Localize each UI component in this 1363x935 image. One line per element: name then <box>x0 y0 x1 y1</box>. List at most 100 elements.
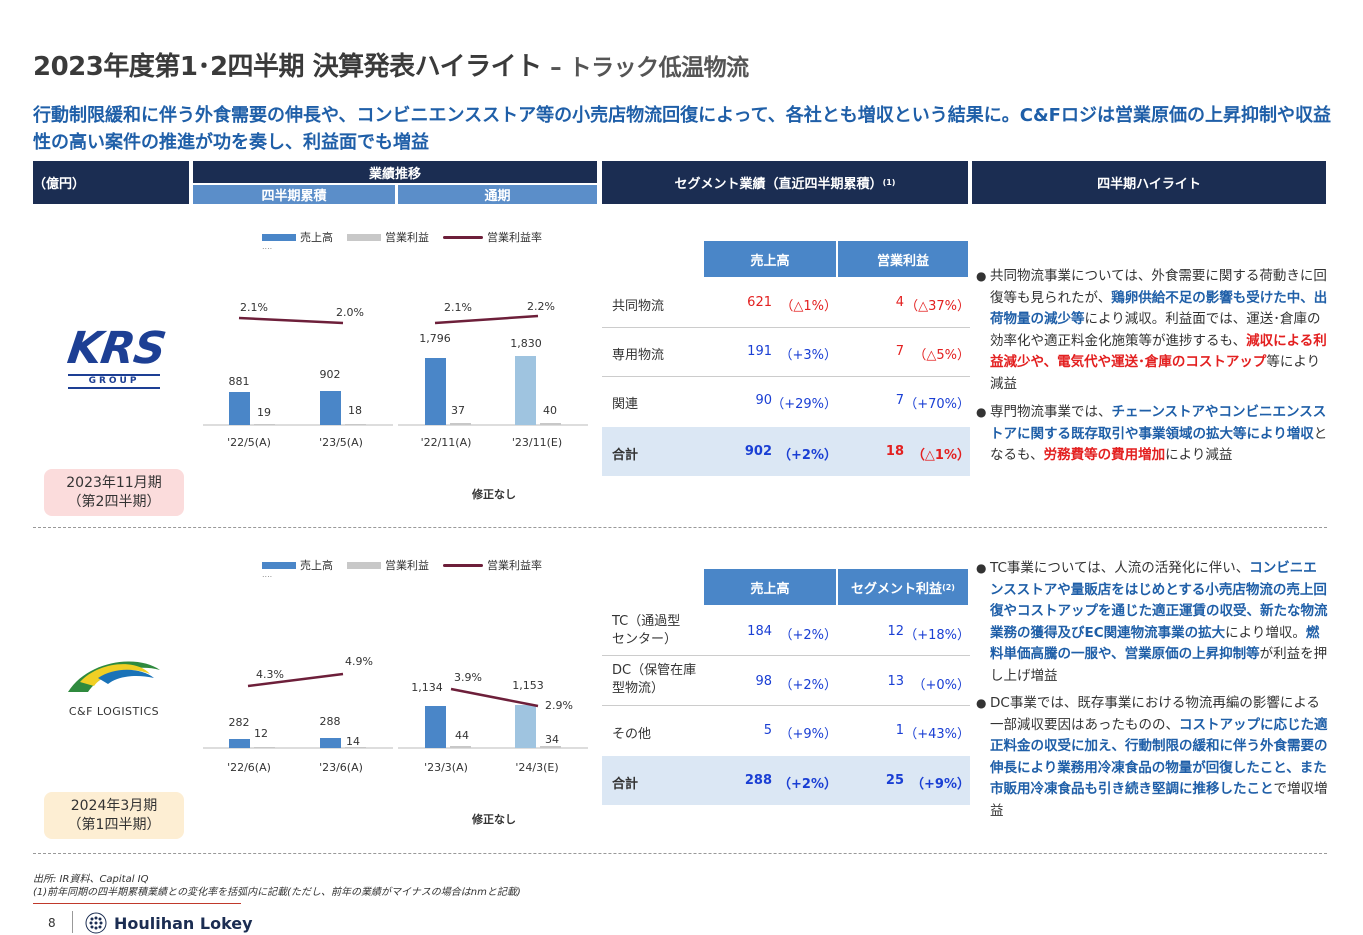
cf-row-label-line2: 型物流） <box>612 681 665 696</box>
krs-q2-op-bar <box>345 424 366 425</box>
cf-q-margin-line <box>247 672 344 688</box>
legend-margin-swatch <box>443 563 483 567</box>
krs-q-tick-2: '23/5(A) <box>319 436 363 449</box>
cf-seg-sales-header: 売上高 <box>704 569 836 605</box>
cf-fy1-sales-bar <box>425 706 446 748</box>
legend-op-label: 営業利益 <box>385 231 429 244</box>
unit-label: （億円） <box>33 177 86 192</box>
krs-bullet-2: ● 専門物流事業では、チェーンストアやコンビニエンスストアに関する既存取引や事業… <box>976 402 1330 467</box>
krs-period-line2: （第2四半期） <box>67 493 161 510</box>
cf-seg-row: TC（通過型 センター） 184 （+2%） 12 （+18%） <box>602 607 970 656</box>
cf-fy2-sales: 1,153 <box>512 679 544 692</box>
krs-q1-op: 19 <box>257 406 271 419</box>
cf-no-revision: 修正なし <box>472 813 516 826</box>
cf-bullet-2: ● DC事業では、既存事業における物流再編の影響による一部減収要因はあったものの… <box>976 693 1330 822</box>
cf-q2-op-bar <box>345 747 366 748</box>
cf-total-op-chg: （+9%） <box>911 777 970 792</box>
krs-q-margin-line <box>238 316 344 325</box>
legend-sales-swatch <box>262 561 296 569</box>
krs-fy2-margin: 2.2% <box>527 300 555 313</box>
krs-q2-sales-bar <box>320 391 341 425</box>
krs-row-op: 4 <box>895 295 904 310</box>
lead-text: 行動制限緩和に伴う外食需要の伸長や、コンビニエンスストア等の小売店物流回復によっ… <box>33 105 1331 153</box>
krs-chart <box>203 314 588 426</box>
cf-q1-sales: 282 <box>228 716 250 729</box>
cf-b2-text: DC事業では、既存事業における物流再編の影響による一部減収要因はあったものの、 <box>990 695 1320 733</box>
fullyear-header: 通期 <box>398 185 597 204</box>
krs-fy2-sales: 1,830 <box>510 337 542 350</box>
krs-b1-em2: 減収による利益減少や、電気代や運送･倉庫のコストアップ <box>990 332 1327 371</box>
bullet-dot: ● <box>976 405 987 419</box>
cf-q2-sales: 288 <box>319 715 341 728</box>
cumulative-header: 四半期累積 <box>193 185 395 204</box>
segment-header-label: セグメント業績（直近四半期累積） <box>674 177 883 192</box>
cf-b1-em1: コンビニエンスストアや量販店をはじめとする小売店物流の売上回復やコストアップを通… <box>990 560 1328 641</box>
cf-seg-op-header: セグメント利益 (2) <box>838 569 968 605</box>
legend-margin-label: 営業利益率 <box>487 231 542 244</box>
krs-q1-margin: 2.1% <box>240 301 268 314</box>
cf-q1-sales-bar <box>229 739 250 748</box>
krs-row-label: 関連 <box>612 397 639 412</box>
cf-period-badge: 2024年3月期 （第1四半期） <box>44 792 184 839</box>
cf-q1-margin: 4.3% <box>256 668 284 681</box>
cf-b2-em1: コストアップに応じた適正料金の収受に加え、行動制限の緩和に伴う外食需要の伸長によ… <box>990 716 1328 798</box>
legend-op-label: 営業利益 <box>385 559 429 572</box>
krs-no-revision: 修正なし <box>472 488 516 501</box>
cf-q1-op: 12 <box>254 727 268 740</box>
cf-total-op: 25 <box>885 773 904 788</box>
cf-row-op: 1 <box>895 723 904 738</box>
krs-fy-margin-line <box>434 314 539 325</box>
section-divider <box>33 527 1327 528</box>
krs-period-line1: 2023年11月期 <box>66 474 162 491</box>
krs-row-op-chg: （+70%） <box>904 397 970 412</box>
krs-total-op-chg: （△1%） <box>911 448 970 463</box>
cf-row-sales-chg: （+9%） <box>779 727 837 742</box>
trend-header: 業績推移 <box>193 161 597 183</box>
cf-fy2-margin: 2.9% <box>545 699 573 712</box>
cf-chart <box>203 672 588 749</box>
cf-q2-margin: 4.9% <box>345 655 373 668</box>
cf-bullet-1: ● TC事業については、人流の活発化に伴い、コンビニエンスストアや量販店をはじめ… <box>976 558 1330 687</box>
cf-fy-tick-2: '24/3(E) <box>515 761 559 774</box>
cf-legend: 売上高 営業利益 営業利益率 <box>262 557 542 573</box>
krs-q2-margin: 2.0% <box>336 306 364 319</box>
krs-row-sales: 621 <box>747 295 772 310</box>
segment-header-sup: (1) <box>882 178 896 187</box>
cf-row-label: TC（通過型 センター） <box>612 613 680 649</box>
cf-row-op: 13 <box>887 674 904 689</box>
krs-total-label: 合計 <box>612 448 639 463</box>
krs-logo-sub: GROUP <box>68 374 160 389</box>
legend-op-swatch <box>347 233 381 241</box>
cf-row-op-chg: （+0%） <box>912 678 970 693</box>
footer-divider <box>33 853 1327 854</box>
krs-fy2-op: 40 <box>543 404 557 417</box>
cf-period-line1: 2024年3月期 <box>70 797 158 814</box>
cf-fy1-op-bar <box>450 746 471 748</box>
legend-margin-label: 営業利益率 <box>487 559 542 572</box>
footnote-1: (1)前年同期の四半期累積業績との変化率を括弧内に記載(ただし、前年の業績がマイ… <box>33 887 521 898</box>
footer-separator <box>72 911 73 933</box>
cf-total-label: 合計 <box>612 777 639 792</box>
cf-row-sales: 98 <box>755 674 772 689</box>
cf-row-op: 12 <box>887 624 904 639</box>
krs-row-sales-chg: （+3%） <box>779 348 837 363</box>
cf-b2-text2: で増収増益 <box>990 781 1328 819</box>
krs-period-badge: 2023年11月期 （第2四半期） <box>44 469 184 516</box>
footer-rule <box>33 903 241 904</box>
krs-seg-total-row: 合計 902 （+2%） 18 （△1%） <box>602 427 970 476</box>
cf-row-sales-chg: （+2%） <box>779 678 837 693</box>
krs-b2-text2: となるも、 <box>990 425 1328 464</box>
cf-row-label-line1: DC（保管在庫 <box>612 663 697 678</box>
krs-row-label: 共同物流 <box>612 299 665 314</box>
cf-fy-margin-line <box>450 687 539 708</box>
unit-header: （億円） <box>33 161 189 204</box>
cf-b1-text2: により増収。 <box>1225 624 1306 641</box>
cf-q-tick-1: '22/6(A) <box>227 761 271 774</box>
cf-seg-row: DC（保管在庫 型物流） 98 （+2%） 13 （+0%） <box>602 656 970 706</box>
krs-q-tick-1: '22/5(A) <box>227 436 271 449</box>
cf-fy2-sales-bar <box>515 705 536 748</box>
page-title: 2023年度第1･2四半期 決算発表ハイライト – トラック低温物流 <box>33 46 749 83</box>
krs-seg-sales-header: 売上高 <box>704 241 836 277</box>
krs-row-op-chg: （△5%） <box>913 348 970 363</box>
krs-row-sales-chg: （+29%） <box>771 397 837 412</box>
